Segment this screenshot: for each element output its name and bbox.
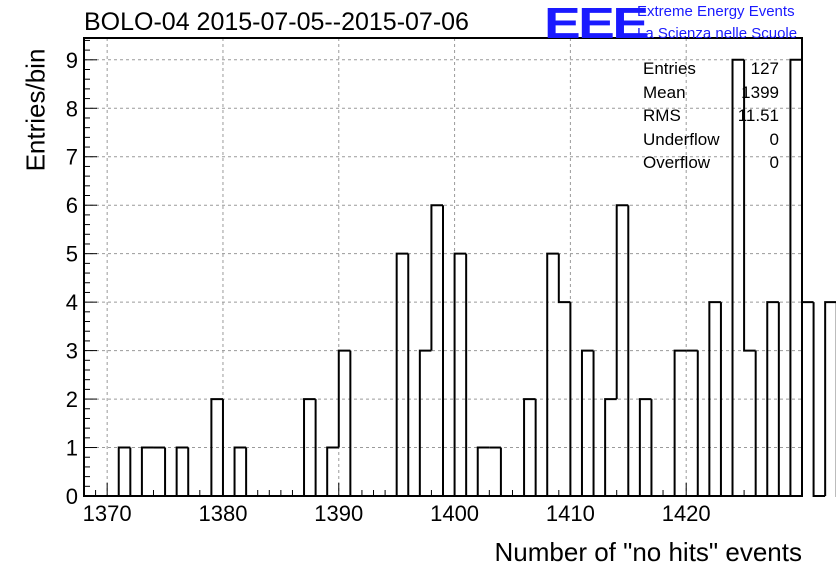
y-tick-label: 1 xyxy=(66,436,78,461)
histogram-bin xyxy=(801,59,814,304)
plot-frame xyxy=(83,37,803,497)
stat-mean-value: 1399 xyxy=(741,82,779,102)
histogram-bin xyxy=(476,446,490,496)
stat-rms: RMS 11.51 xyxy=(643,106,779,130)
histogram-bin xyxy=(673,349,687,496)
eee-logo: EEE xyxy=(544,0,649,48)
x-tick-label: 1380 xyxy=(198,501,247,526)
histogram-bin xyxy=(430,204,443,351)
stat-overflow-value: 0 xyxy=(769,153,779,172)
stat-underflow-label: Underflow xyxy=(643,129,720,149)
histogram-bin xyxy=(708,301,721,496)
histogram-bin xyxy=(245,447,258,497)
histogram-bin xyxy=(210,398,223,496)
stat-mean: Mean 1399 xyxy=(643,83,779,107)
y-tick-label: 5 xyxy=(66,242,78,267)
y-tick-label: 9 xyxy=(66,48,78,73)
stat-mean-label: Mean xyxy=(643,82,686,102)
histogram-bin xyxy=(592,350,606,497)
histogram-bin xyxy=(129,447,142,497)
histogram-bin xyxy=(140,446,154,496)
x-tick-label: 1390 xyxy=(314,501,363,526)
histogram-bin xyxy=(789,58,802,496)
logo-line-2: La Scienza nelle Scuole xyxy=(637,25,798,42)
y-tick-label: 3 xyxy=(66,339,78,364)
x-tick-label: 1370 xyxy=(83,501,132,526)
histogram-bin xyxy=(696,350,710,497)
chart-title: BOLO-04 2015-07-05--2015-07-06 xyxy=(84,8,469,36)
stat-overflow: Overflow 0 xyxy=(643,153,779,177)
histogram-bin xyxy=(117,446,131,496)
x-tick-label: 1410 xyxy=(546,501,595,526)
histogram-bin xyxy=(499,447,513,497)
histogram-bin xyxy=(580,349,594,496)
x-tick-label: 1420 xyxy=(662,501,711,526)
histogram-bin xyxy=(164,447,177,497)
stats-box: Entries 127 Mean 1399 RMS 11.51 Underflo… xyxy=(643,59,779,177)
histogram-bin xyxy=(638,398,652,496)
x-axis-label: Number of "no hits" events xyxy=(494,537,803,567)
stat-entries: Entries 127 xyxy=(643,59,779,83)
histogram-bin xyxy=(812,302,826,497)
histogram-bin xyxy=(337,349,351,448)
stat-overflow-label: Overflow xyxy=(643,153,711,172)
histogram-bin xyxy=(604,398,617,496)
histogram-bin xyxy=(349,350,362,497)
tick-labels: 1370 1380 1390 1400 1410 1420 0 1 2 3 4 5 6 7 8 9 xyxy=(66,48,711,526)
histogram-bin xyxy=(233,446,247,496)
y-tick-label: 8 xyxy=(66,96,78,121)
x-tick-label: 1400 xyxy=(430,501,479,526)
histogram-bin xyxy=(557,253,571,304)
histogram-bin xyxy=(303,398,316,496)
histogram-bin xyxy=(465,253,478,497)
histogram-bin xyxy=(407,253,420,497)
stat-rms-value: 11.51 xyxy=(737,106,779,125)
histogram-bin xyxy=(395,252,409,496)
histogram-bin xyxy=(175,446,189,496)
stat-rms-label: RMS xyxy=(643,106,681,125)
histogram-bin xyxy=(754,350,768,497)
stat-entries-value: 127 xyxy=(750,59,779,78)
stat-entries-label: Entries xyxy=(643,59,696,78)
y-tick-label: 4 xyxy=(66,290,78,315)
histogram-bin xyxy=(766,301,779,496)
histogram-bin xyxy=(824,301,836,496)
histogram-bin xyxy=(418,349,432,496)
y-tick-label: 2 xyxy=(66,387,78,412)
y-axis-label: Entries/bin xyxy=(20,48,51,172)
histogram-bin xyxy=(187,447,200,497)
histogram-bin xyxy=(453,252,467,496)
histogram-bin xyxy=(743,59,756,352)
histogram-bin xyxy=(523,398,536,496)
histogram-bin xyxy=(546,252,559,496)
stat-underflow: Underflow 0 xyxy=(643,130,779,154)
y-tick-label: 0 xyxy=(66,484,78,509)
stat-underflow-value: 0 xyxy=(769,129,779,149)
y-tick-label: 6 xyxy=(66,193,78,218)
histogram-bin xyxy=(615,204,629,400)
logo-line-1: Extreme Energy Events xyxy=(637,3,795,20)
histogram-bin xyxy=(326,446,339,496)
y-tick-label: 7 xyxy=(66,145,78,170)
histogram-bin xyxy=(731,58,745,496)
